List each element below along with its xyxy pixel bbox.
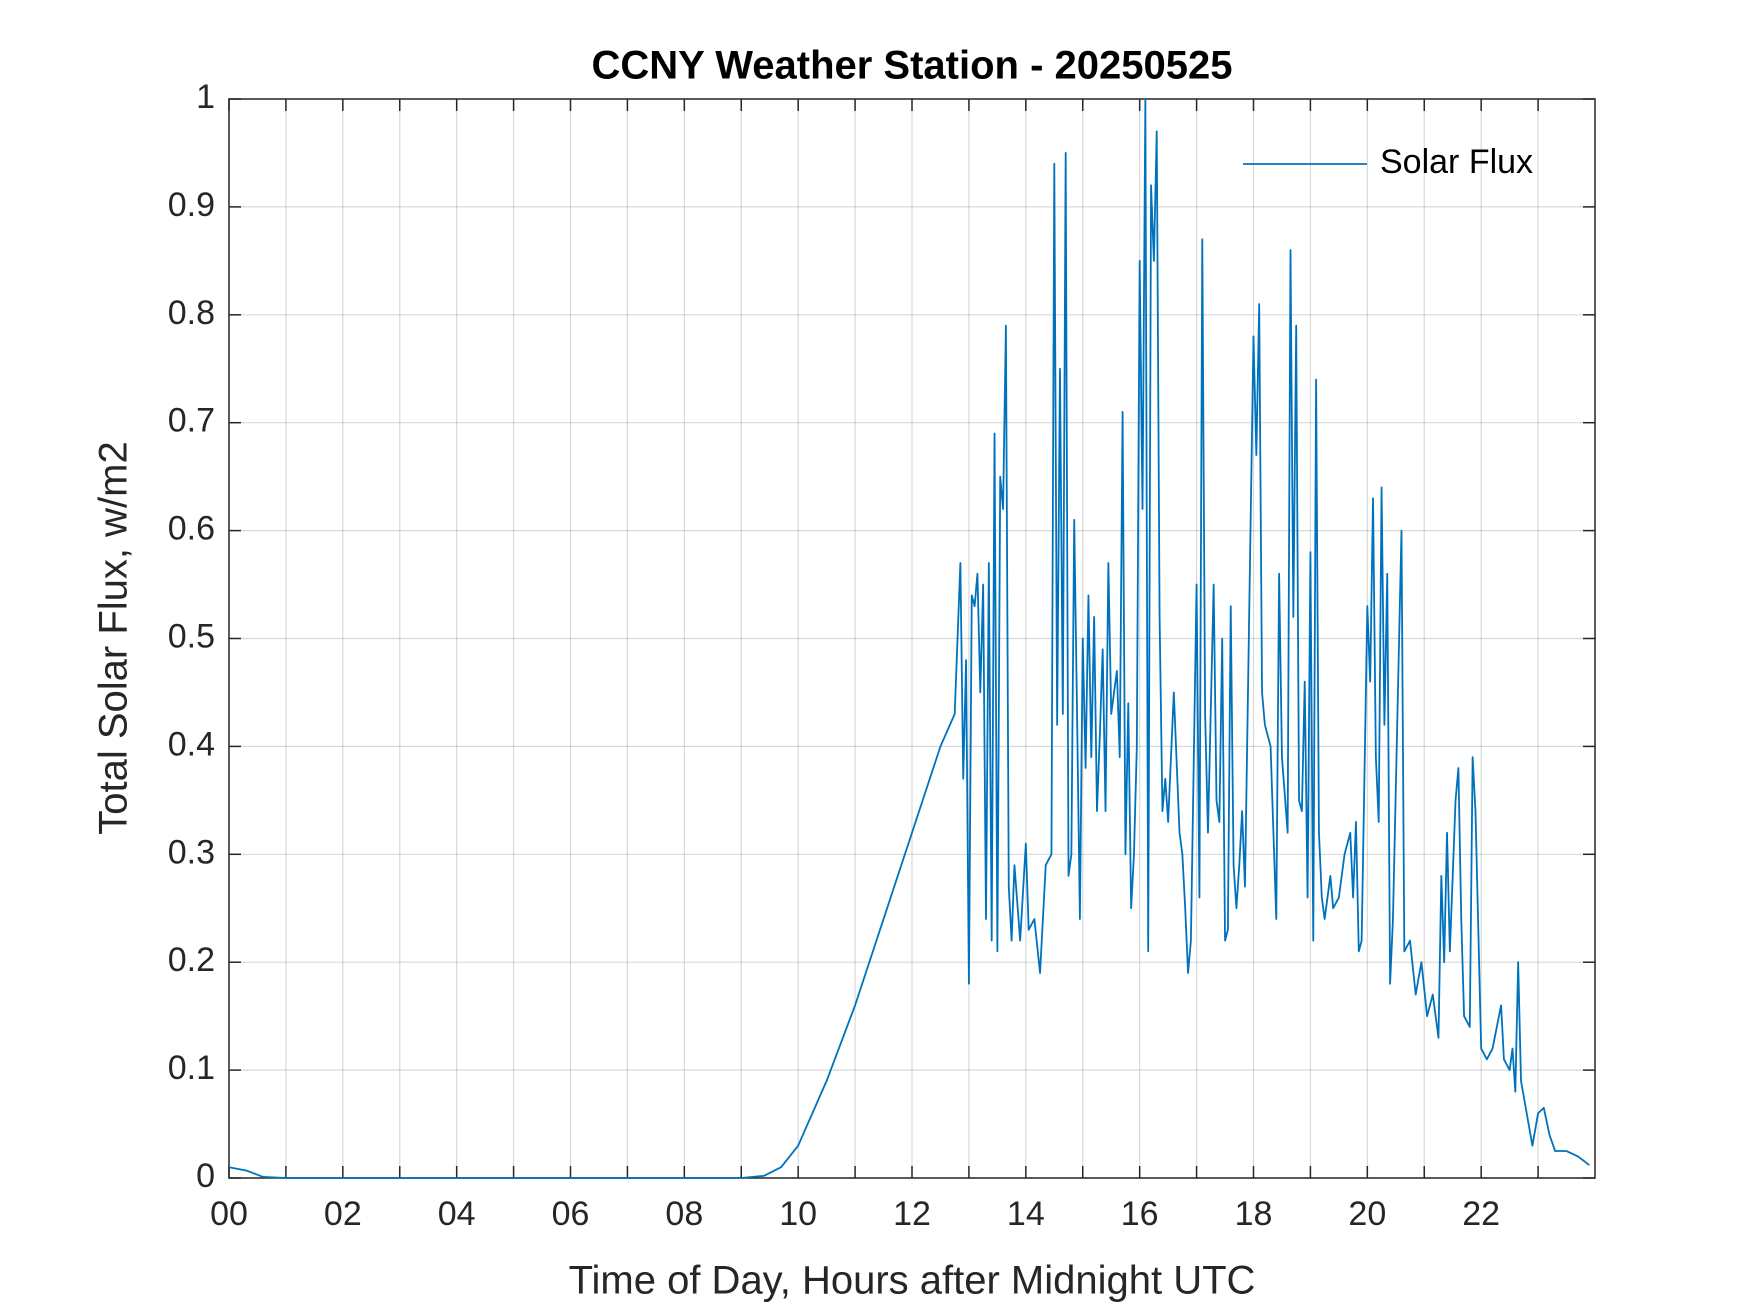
- data-line: [228, 98, 1590, 1179]
- legend-label: Solar Flux: [1380, 143, 1533, 181]
- x-tick-label: 16: [1121, 1195, 1159, 1233]
- y-axis-label: Total Solar Flux, w/m2: [92, 441, 136, 834]
- x-tick-label: 04: [438, 1195, 476, 1233]
- x-tick-label: 12: [893, 1195, 931, 1233]
- x-tick-label: 20: [1348, 1195, 1386, 1233]
- y-tick-label: 0.4: [168, 725, 215, 763]
- chart-title: CCNY Weather Station - 20250525: [592, 44, 1233, 88]
- plot-frame: [228, 98, 1596, 1179]
- y-tick-label: 0.3: [168, 833, 215, 871]
- y-tick-label: 0: [196, 1157, 215, 1195]
- y-tick-label: 0.7: [168, 402, 215, 440]
- x-tick-label: 18: [1235, 1195, 1273, 1233]
- x-tick-label: 08: [665, 1195, 703, 1233]
- x-tick-label: 00: [210, 1195, 248, 1233]
- y-tick-label: 0.1: [168, 1049, 215, 1087]
- x-tick-label: 02: [324, 1195, 362, 1233]
- y-tick-label: 1: [196, 78, 215, 116]
- y-tick-label: 0.8: [168, 294, 215, 332]
- x-tick-label: 14: [1007, 1195, 1045, 1233]
- y-tick-label: 0.5: [168, 617, 215, 655]
- x-tick-label: 06: [552, 1195, 590, 1233]
- y-tick-label: 0.6: [168, 510, 215, 548]
- x-axis-label: Time of Day, Hours after Midnight UTC: [569, 1259, 1256, 1303]
- y-tick-label: 0.2: [168, 941, 215, 979]
- y-tick-label: 0.9: [168, 186, 215, 224]
- x-tick-label: 22: [1462, 1195, 1500, 1233]
- x-tick-label: 10: [779, 1195, 817, 1233]
